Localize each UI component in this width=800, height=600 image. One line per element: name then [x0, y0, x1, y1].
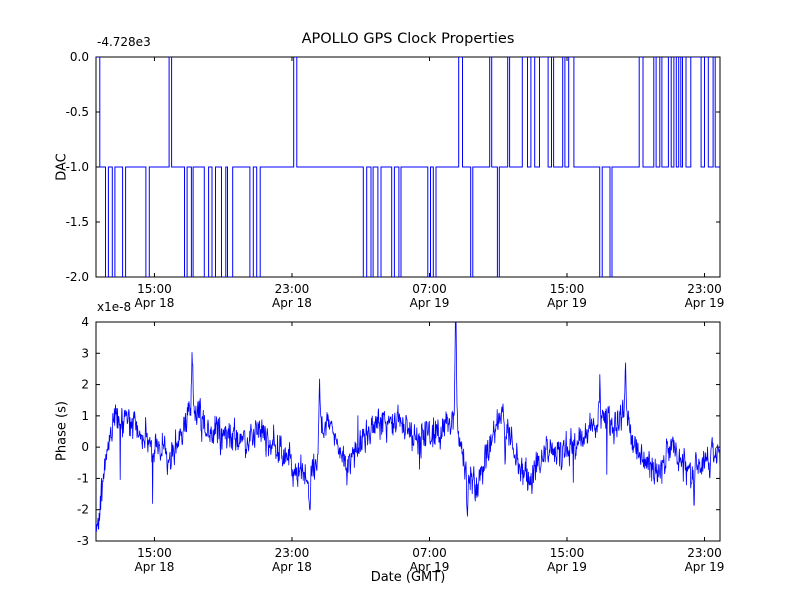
svg-text:2: 2: [81, 378, 89, 392]
svg-text:Apr 18: Apr 18: [135, 560, 175, 574]
svg-text:4: 4: [81, 315, 89, 329]
svg-text:Apr 19: Apr 19: [410, 560, 450, 574]
phase-axis-offset-text: x1e-8: [97, 300, 132, 314]
svg-text:-1.5: -1.5: [66, 215, 89, 229]
svg-text:Apr 18: Apr 18: [272, 560, 312, 574]
svg-text:07:00: 07:00: [412, 546, 447, 560]
svg-text:23:00: 23:00: [687, 282, 722, 296]
svg-text:23:00: 23:00: [687, 546, 722, 560]
svg-text:23:00: 23:00: [275, 546, 310, 560]
x-axis-label: Date (GMT): [370, 570, 446, 585]
svg-text:-1.0: -1.0: [66, 160, 89, 174]
svg-text:3: 3: [81, 346, 89, 360]
dac-axis-label: DAC: [54, 153, 70, 181]
svg-text:-3: -3: [77, 534, 89, 548]
svg-text:Apr 18: Apr 18: [272, 296, 312, 310]
svg-text:Apr 19: Apr 19: [685, 560, 725, 574]
svg-text:Apr 19: Apr 19: [410, 296, 450, 310]
svg-text:23:00: 23:00: [275, 282, 310, 296]
svg-text:-1: -1: [77, 471, 89, 485]
phase-axis-label: Phase (s): [54, 401, 70, 461]
svg-text:Apr 19: Apr 19: [547, 560, 587, 574]
svg-text:-2.0: -2.0: [66, 270, 89, 284]
svg-text:0.0: 0.0: [70, 50, 89, 64]
svg-text:15:00: 15:00: [550, 546, 585, 560]
dac-axis-offset-text: -4.728e3: [97, 35, 151, 49]
svg-text:Apr 19: Apr 19: [685, 296, 725, 310]
svg-text:Apr 19: Apr 19: [547, 296, 587, 310]
svg-text:15:00: 15:00: [137, 282, 172, 296]
svg-text:-2: -2: [77, 503, 89, 517]
svg-text:1: 1: [81, 409, 89, 423]
svg-text:15:00: 15:00: [137, 546, 172, 560]
svg-text:15:00: 15:00: [550, 282, 585, 296]
svg-text:-0.5: -0.5: [66, 105, 89, 119]
svg-text:07:00: 07:00: [412, 282, 447, 296]
svg-text:Apr 18: Apr 18: [135, 296, 175, 310]
chart-title: APOLLO GPS Clock Properties: [301, 31, 515, 47]
svg-text:0: 0: [81, 440, 89, 454]
